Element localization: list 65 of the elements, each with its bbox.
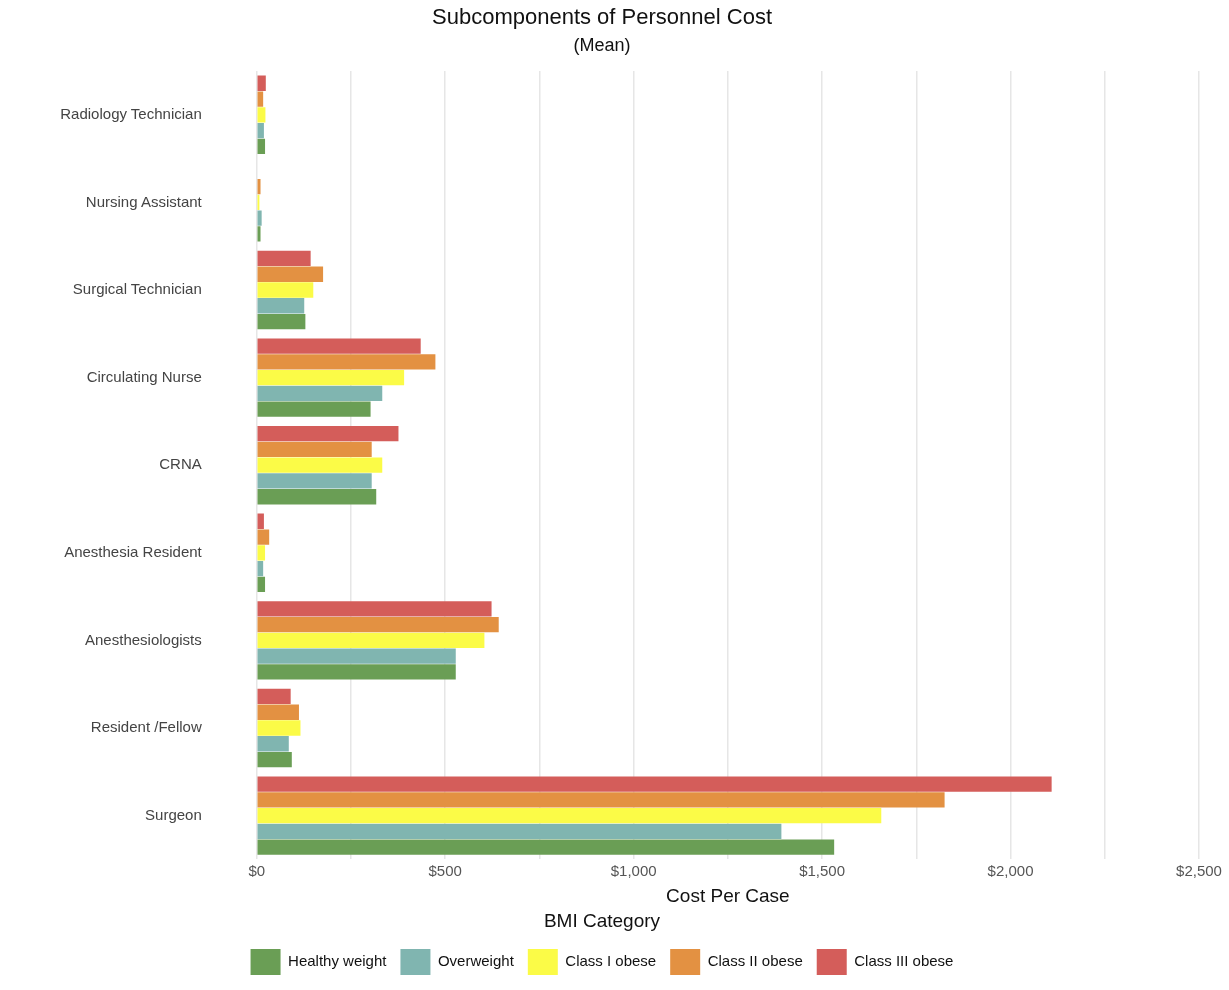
bar — [257, 688, 291, 705]
bar — [257, 489, 377, 505]
bar — [257, 616, 499, 633]
bar — [257, 210, 262, 226]
bar — [257, 664, 456, 680]
bar — [257, 632, 485, 649]
bar — [257, 75, 266, 91]
y-tick-label: Radiology Technician — [60, 104, 202, 122]
bar — [257, 250, 311, 267]
bar — [257, 266, 324, 282]
bar — [257, 513, 264, 529]
bar — [257, 807, 882, 824]
bar — [257, 823, 782, 840]
x-tick-label: $1,500 — [799, 861, 846, 879]
x-tick-label: $1,000 — [610, 861, 657, 879]
bar — [257, 138, 266, 154]
chart-title: Subcomponents of Personnel Cost — [432, 4, 772, 30]
y-tick-label: Resident /Fellow — [90, 718, 202, 736]
y-tick-label: Surgical Technician — [72, 280, 202, 298]
bar — [257, 751, 292, 768]
legend-label: Healthy weight — [288, 952, 388, 970]
bar — [257, 720, 301, 736]
bar — [257, 601, 492, 617]
bar — [257, 545, 266, 561]
x-tick-label: $500 — [428, 861, 462, 879]
bar — [257, 298, 305, 314]
legend-label: Class I obese — [565, 952, 657, 970]
bar — [257, 313, 306, 330]
y-tick-label: Surgeon — [145, 805, 202, 823]
legend-title: BMI Category — [543, 909, 661, 931]
bar — [257, 178, 261, 195]
y-tick-label: Nursing Assistant — [85, 192, 203, 210]
x-tick-label: $0 — [248, 861, 266, 879]
y-tick-label: CRNA — [159, 455, 202, 473]
bar — [257, 354, 436, 370]
legend-label: Class III obese — [854, 952, 954, 970]
x-axis-title: Cost Per Case — [666, 885, 790, 907]
bar — [257, 529, 270, 545]
bar — [257, 839, 835, 855]
y-tick-label: Anesthesia Resident — [64, 542, 203, 560]
bar — [257, 91, 264, 107]
bar — [257, 401, 371, 417]
bar — [257, 369, 405, 386]
bar — [257, 426, 399, 442]
legend-label: Class II obese — [707, 952, 803, 970]
x-tick-label: $2,500 — [1176, 861, 1222, 879]
y-tick-label: Anesthesiologists — [85, 630, 202, 648]
bar — [257, 704, 299, 720]
bar — [257, 226, 261, 242]
bar — [257, 473, 372, 489]
bar — [257, 576, 266, 592]
bar — [257, 282, 314, 298]
legend-label: Overweight — [437, 952, 515, 970]
bar — [257, 385, 383, 402]
bar — [257, 648, 456, 664]
bar — [257, 792, 945, 808]
chart-subtitle: (Mean) — [573, 35, 631, 56]
bar — [257, 441, 372, 458]
bar — [257, 122, 264, 139]
bar — [257, 457, 383, 473]
bar — [257, 338, 421, 354]
x-tick-label: $2,000 — [987, 861, 1034, 879]
y-tick-label: Circulating Nurse — [86, 367, 202, 385]
bar — [257, 736, 289, 752]
bar — [257, 776, 1052, 792]
